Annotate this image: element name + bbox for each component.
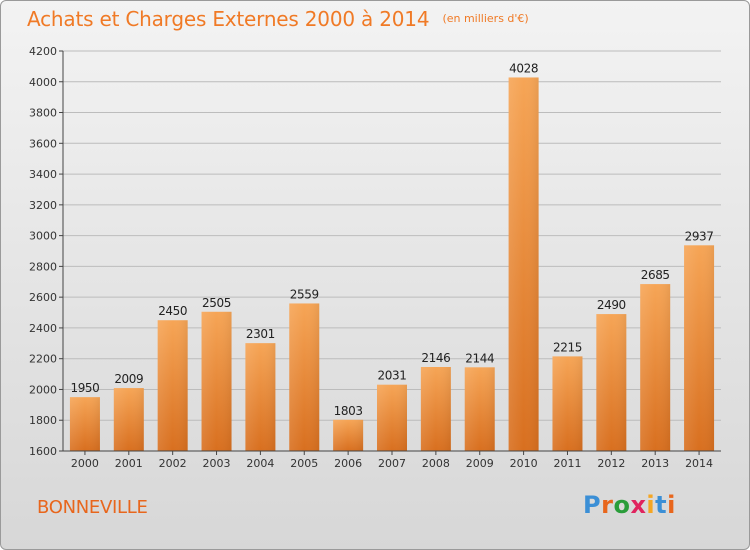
x-tick-label: 2010 [510,457,538,470]
x-tick-label: 2005 [290,457,318,470]
y-tick-label: 2400 [29,322,57,335]
data-label: 4028 [509,61,538,75]
data-label: 2937 [685,229,714,243]
bar-sheen [596,314,627,451]
y-tick-label: 3200 [29,199,57,212]
y-tick-label: 4000 [29,76,57,89]
chart-title: Achats et Charges Externes 2000 à 2014 [27,7,430,31]
y-tick-label: 3600 [29,137,57,150]
bar-sheen [464,367,495,451]
data-label: 2009 [114,372,143,386]
x-tick-label: 2014 [685,457,713,470]
brand-letter: i [646,491,656,519]
data-label: 2559 [290,287,319,301]
bar-sheen [201,311,232,451]
bar-sheen [245,343,276,451]
chart-subtitle: (en milliers d'€) [442,12,529,25]
data-label: 2215 [553,340,582,354]
data-label: 1803 [334,404,363,418]
bar-sheen [420,367,451,451]
y-tick-label: 2000 [29,383,57,396]
y-tick-label: 2800 [29,260,57,273]
bar-sheen [157,320,188,451]
x-tick-label: 2002 [159,457,187,470]
brand-letter: x [630,491,647,519]
x-tick-label: 2004 [246,457,274,470]
x-tick-label: 2007 [378,457,406,470]
data-label: 2685 [641,268,670,282]
bar-sheen [333,419,364,451]
y-tick-label: 4200 [29,45,57,58]
y-tick-label: 2200 [29,353,57,366]
bar-sheen [69,397,100,451]
bar-sheen [508,77,539,451]
place-name: BONNEVILLE [37,497,148,518]
data-label: 2031 [378,369,407,383]
x-tick-label: 2009 [466,457,494,470]
bar-sheen [552,356,583,451]
brand-letter: i [667,491,676,519]
bar-sheen [640,284,671,451]
title-row: Achats et Charges Externes 2000 à 2014 (… [27,7,529,31]
bar-sheen [377,384,407,451]
y-tick-label: 1600 [29,445,57,458]
data-label: 2146 [421,351,450,365]
data-label: 1950 [70,381,99,395]
brand-letter: o [613,491,631,519]
bar-sheen [684,245,715,451]
brand-letter: P [583,491,602,519]
y-tick-label: 2600 [29,291,57,304]
x-tick-label: 2011 [553,457,581,470]
data-label: 2144 [465,351,494,365]
brand-letter: t [655,491,668,519]
x-tick-label: 2006 [334,457,362,470]
x-tick-label: 2000 [71,457,99,470]
x-tick-label: 2012 [597,457,625,470]
x-tick-label: 2013 [641,457,669,470]
data-label: 2301 [246,327,275,341]
brand-logo: Proxiti [583,491,676,519]
x-tick-label: 2008 [422,457,450,470]
data-label: 2505 [202,296,231,310]
bar-sheen [289,303,320,451]
y-tick-label: 3800 [29,107,57,120]
x-tick-label: 2001 [115,457,143,470]
y-tick-label: 1800 [29,414,57,427]
data-label: 2490 [597,298,626,312]
brand-letter: r [601,491,614,519]
data-label: 2450 [158,304,187,318]
x-tick-label: 2003 [203,457,231,470]
y-tick-label: 3000 [29,230,57,243]
bar-sheen [113,388,144,451]
y-tick-label: 3400 [29,168,57,181]
